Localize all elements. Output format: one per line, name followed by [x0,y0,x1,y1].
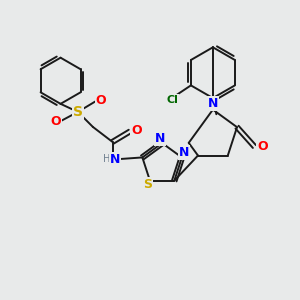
Text: S: S [73,105,83,119]
Text: N: N [179,146,189,159]
Text: N: N [154,132,165,145]
Text: O: O [96,94,106,107]
Text: H: H [103,154,110,164]
Text: O: O [257,140,268,153]
Text: S: S [143,178,152,190]
Text: O: O [51,115,61,128]
Text: N: N [208,97,218,110]
Text: O: O [131,124,142,137]
Text: Cl: Cl [167,95,178,105]
Text: N: N [110,153,120,166]
